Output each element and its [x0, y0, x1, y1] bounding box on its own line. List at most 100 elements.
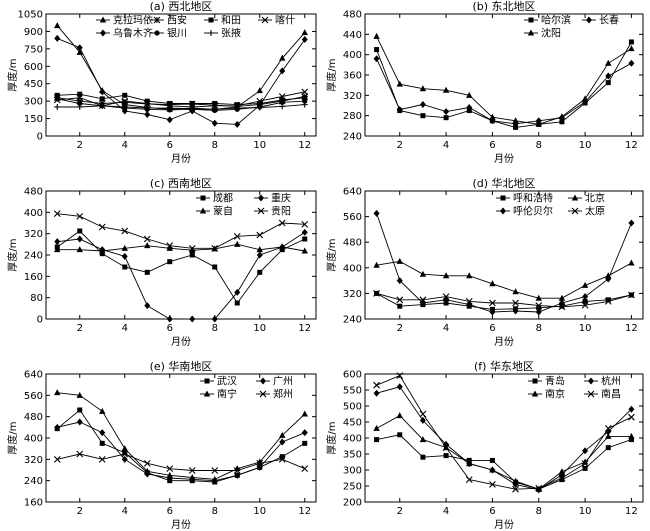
legend-marker: [571, 194, 579, 201]
data-point: [121, 445, 128, 452]
y-tick-label: 400: [24, 208, 43, 219]
y-tick-label: 320: [343, 289, 362, 300]
data-point: [373, 261, 380, 268]
data-point: [234, 300, 240, 306]
y-tick-label: 1050: [18, 10, 43, 21]
data-point: [54, 246, 61, 253]
series-2: [54, 389, 308, 482]
data-point: [167, 259, 173, 265]
x-axis-label: 月份: [171, 336, 191, 348]
series-1: [373, 257, 635, 301]
x-axis-label: 月份: [171, 519, 191, 531]
data-point: [98, 223, 106, 231]
legend-label: 和田: [221, 15, 241, 27]
series-line: [57, 104, 305, 110]
y-tick-label: 300: [24, 97, 43, 108]
data-point: [189, 105, 196, 112]
data-point: [396, 257, 403, 264]
data-point: [54, 92, 60, 98]
y-tick-label: 480: [24, 187, 43, 198]
legend-marker: [199, 207, 207, 214]
series-2: [54, 240, 308, 254]
data-point: [443, 453, 449, 459]
chart-title: (b) 东北地区: [472, 0, 535, 13]
series-line: [57, 243, 305, 252]
data-point: [99, 96, 105, 102]
chart-title: (c) 西南地区: [150, 177, 212, 190]
data-point: [279, 438, 286, 446]
legend-label: 乌鲁木齐: [113, 27, 153, 40]
legend-label: 重庆: [271, 192, 291, 205]
data-point: [466, 91, 473, 98]
data-point: [581, 95, 589, 102]
plot-frame: [364, 13, 644, 137]
series-3: [373, 290, 635, 311]
chart-title: (d) 华北地区: [472, 176, 535, 190]
series-1: [373, 383, 635, 494]
data-point: [166, 105, 173, 112]
data-point: [143, 235, 151, 243]
chart-panel-3: (d) 华北地区 240 320 400 480 560 640 2 4 6 8 10 12 月份 厚度/m…: [325, 176, 644, 348]
data-point: [581, 460, 589, 467]
data-point: [54, 34, 61, 42]
data-point: [489, 457, 495, 463]
x-tick-label: 6: [167, 140, 173, 151]
data-point: [278, 455, 286, 463]
data-point: [513, 124, 519, 130]
legend-marker: [261, 16, 269, 24]
x-tick-label: 8: [212, 323, 218, 334]
data-point: [466, 460, 473, 467]
data-point: [301, 228, 308, 236]
data-point: [558, 113, 566, 120]
legend-label: 克拉玛依: [113, 14, 153, 27]
data-point: [279, 54, 286, 61]
data-point: [77, 100, 83, 107]
data-point: [212, 264, 218, 270]
legend-label: 南京: [545, 388, 565, 401]
data-point: [396, 296, 404, 304]
y-tick-label: 480: [343, 238, 362, 249]
data-point: [605, 275, 612, 283]
data-point: [604, 298, 612, 305]
legend-marker: [203, 390, 211, 397]
series-line: [376, 58, 632, 125]
data-point: [188, 244, 196, 252]
legend-label: 沈阳: [541, 27, 561, 40]
series-line: [57, 37, 306, 125]
data-point: [302, 440, 308, 446]
x-tick-label: 4: [443, 506, 449, 517]
y-tick-label: 640: [24, 370, 43, 381]
y-tick-label: 450: [343, 418, 362, 429]
data-point: [489, 113, 496, 120]
data-point: [535, 308, 542, 316]
data-point: [628, 59, 635, 67]
series-line: [57, 98, 305, 111]
series-2: [373, 32, 635, 127]
series-line: [376, 213, 632, 313]
data-point: [512, 477, 519, 484]
series-0: [374, 39, 634, 130]
data-point: [144, 467, 151, 474]
y-tick-label: 600: [343, 370, 362, 381]
data-point: [559, 477, 565, 483]
legend-label: 贵阳: [271, 205, 291, 218]
data-point: [628, 259, 635, 266]
y-axis-label: 厚度/m: [325, 58, 338, 91]
x-tick-label: 12: [625, 323, 638, 334]
series-line: [57, 213, 305, 249]
legend-marker: [588, 377, 594, 385]
data-point: [256, 246, 263, 253]
data-point: [167, 100, 173, 106]
data-point: [301, 465, 309, 473]
y-tick-label: 250: [343, 482, 362, 493]
series-line: [57, 392, 306, 480]
series-1: [54, 418, 308, 485]
data-point: [211, 119, 218, 127]
data-point: [76, 235, 83, 243]
data-point: [443, 108, 450, 116]
data-point: [54, 22, 61, 29]
series-line: [376, 415, 632, 490]
data-point: [604, 425, 612, 432]
